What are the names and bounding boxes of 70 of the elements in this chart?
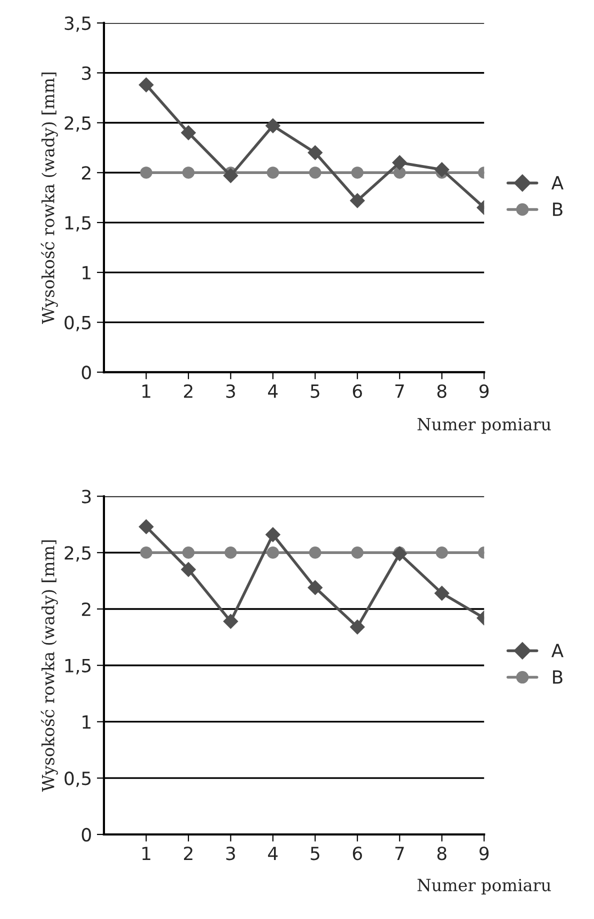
x-tick-label: 6: [352, 846, 362, 860]
point: [138, 519, 154, 534]
y-tick-label: 2,5: [64, 116, 91, 132]
point: [181, 562, 196, 577]
point: [266, 118, 280, 134]
point: [434, 586, 450, 601]
legend-label: B: [553, 670, 562, 684]
x-tick-label: 8: [437, 384, 446, 398]
x-tick-label: 5: [310, 846, 320, 860]
y-tick-label: 0: [82, 366, 91, 380]
legend-label: B: [553, 202, 562, 216]
y-tick-label: 0,5: [64, 772, 91, 788]
point: [436, 546, 448, 559]
x-tick-label: 9: [480, 384, 489, 398]
y-tick-label: 2: [82, 166, 90, 180]
x-tick-label: 3: [226, 846, 235, 860]
point: [351, 166, 364, 179]
point: [181, 125, 196, 140]
point: [308, 580, 323, 595]
y-axis-title: Wysokość rowka (wady) [mm]: [40, 72, 58, 324]
y-tick-label: 1: [82, 266, 90, 280]
y-tick-label: 3,5: [64, 16, 91, 32]
x-tick-label: 4: [268, 846, 278, 860]
x-tick-label: 4: [268, 384, 278, 398]
point: [266, 546, 279, 559]
x-tick-label: 1: [142, 384, 150, 398]
y-tick-label: 1,5: [65, 659, 91, 674]
y-axis-title: Wysokość rowka (wady) [mm]: [40, 540, 58, 792]
point: [308, 145, 323, 160]
point: [266, 166, 279, 179]
y-tick-label: 2: [82, 602, 90, 616]
point: [350, 620, 365, 634]
y-tick-label: 3: [82, 490, 91, 504]
y-tick-label: 0,5: [64, 316, 91, 332]
point: [138, 77, 154, 92]
x-tick-label: 5: [310, 384, 320, 398]
point: [223, 614, 238, 629]
x-axis-title: Numer pomiaru: [418, 418, 551, 434]
point: [182, 166, 195, 179]
point: [394, 166, 406, 179]
point: [140, 166, 152, 179]
point: [224, 546, 237, 559]
legend-label: A: [551, 176, 564, 190]
point: [392, 155, 408, 170]
x-axis-title: Numer pomiaru: [418, 878, 551, 895]
y-tick-label: 2,5: [64, 546, 91, 562]
point: [266, 527, 280, 542]
point: [223, 168, 238, 184]
x-tick-label: 3: [226, 384, 235, 398]
point: [350, 193, 365, 208]
x-tick-label: 2: [184, 846, 192, 860]
point: [182, 546, 195, 559]
y-tick-label: 1,5: [65, 216, 91, 232]
y-tick-label: 3: [82, 66, 91, 80]
legend-label: A: [551, 644, 564, 658]
x-tick-label: 1: [142, 846, 150, 860]
x-tick-label: 6: [352, 384, 362, 398]
point: [140, 546, 152, 559]
x-tick-label: 7: [395, 846, 404, 860]
y-tick-label: 1: [82, 715, 90, 729]
x-tick-label: 2: [184, 384, 192, 398]
point: [434, 162, 450, 178]
x-tick-label: 9: [480, 846, 489, 860]
x-tick-label: 7: [395, 384, 404, 398]
point: [309, 166, 322, 179]
point: [392, 546, 408, 562]
x-tick-label: 8: [437, 846, 446, 860]
y-tick-label: 0: [82, 828, 91, 842]
point: [309, 546, 322, 559]
point: [351, 546, 364, 559]
